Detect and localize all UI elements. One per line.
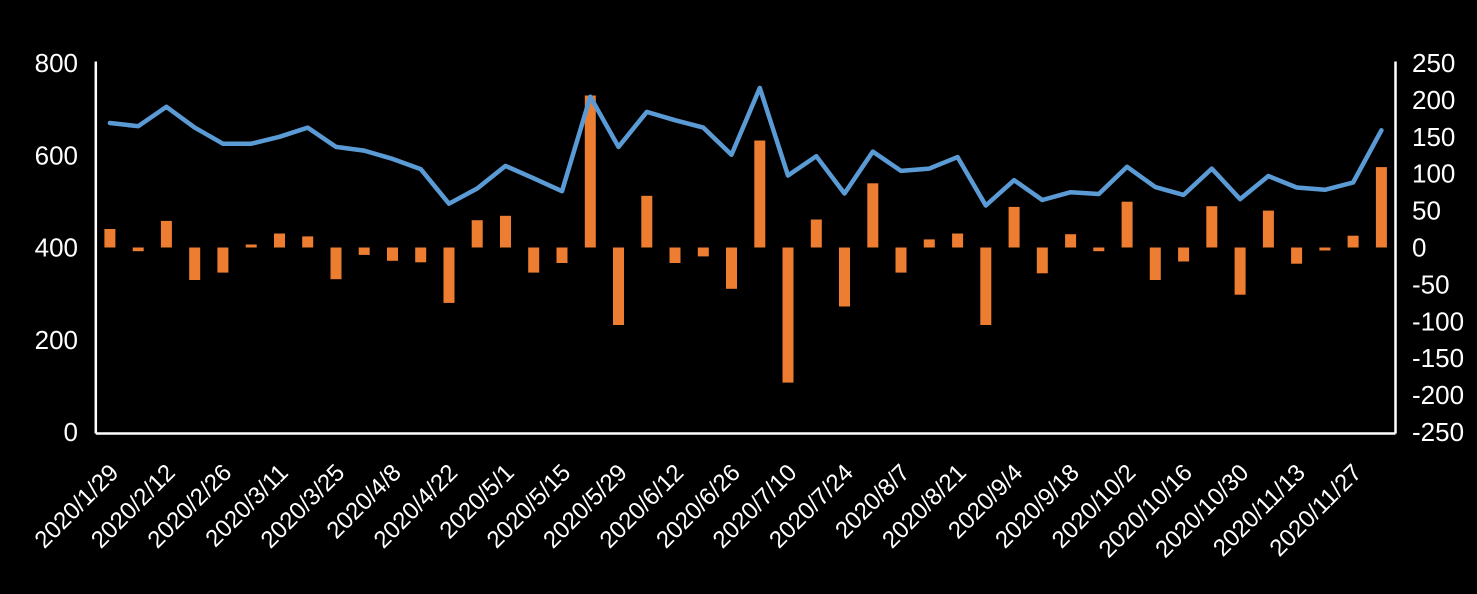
bar (160, 220, 172, 248)
right-axis-tick-label: 100 (1412, 159, 1455, 189)
right-axis-tick-label: -150 (1412, 343, 1464, 373)
bar (1178, 247, 1190, 262)
bar (189, 247, 201, 280)
bar (217, 247, 229, 273)
bar (556, 247, 568, 263)
bar (669, 247, 681, 263)
bar (274, 233, 285, 248)
bar (330, 247, 342, 280)
left-axis-tick-label: 200 (35, 325, 78, 355)
bar (1234, 247, 1246, 295)
bar (1262, 210, 1274, 248)
right-axis-tick-label: 50 (1412, 196, 1441, 226)
right-axis-tick-label: 250 (1412, 48, 1455, 78)
bar (443, 247, 455, 303)
bar (867, 183, 879, 248)
bar (895, 247, 907, 273)
left-axis-tick-label: 600 (35, 140, 78, 170)
bar (132, 247, 144, 252)
bar (839, 247, 850, 307)
bar (1008, 206, 1020, 248)
left-axis-tick-label: 400 (35, 233, 78, 263)
bar (528, 247, 540, 273)
right-axis-tick-label: 0 (1412, 233, 1426, 263)
bar (726, 247, 737, 289)
right-axis-tick-label: 200 (1412, 85, 1455, 115)
bar (245, 244, 257, 248)
bar (415, 247, 427, 263)
bar (584, 95, 596, 248)
right-axis-tick-label: -50 (1412, 269, 1450, 299)
bar (1093, 247, 1105, 252)
left-axis-tick-label: 800 (35, 48, 78, 78)
bar (1036, 247, 1048, 274)
bar (980, 247, 992, 325)
bar (782, 247, 794, 383)
bar (302, 236, 314, 248)
bar (697, 247, 709, 257)
bar (923, 239, 935, 248)
right-axis-tick-label: 150 (1412, 122, 1455, 152)
bar (1206, 206, 1218, 248)
right-axis-tick-label: -100 (1412, 306, 1464, 336)
bar (104, 229, 116, 248)
bar (358, 247, 370, 255)
bar (952, 233, 964, 248)
bar-series (104, 95, 1387, 383)
bar (810, 219, 822, 248)
left-axis-tick-label: 0 (64, 417, 78, 447)
bar (1319, 247, 1331, 251)
bar (1065, 234, 1077, 248)
right-axis-tick-label: -250 (1412, 417, 1464, 447)
bar (1375, 167, 1387, 248)
bar (471, 220, 483, 248)
right-axis-tick-label: -200 (1412, 380, 1464, 410)
bar (613, 247, 624, 325)
bar (641, 195, 653, 248)
bar (1291, 247, 1303, 264)
bar (1149, 247, 1161, 280)
bar (754, 140, 766, 248)
bar (500, 215, 511, 248)
bar (387, 247, 398, 261)
line-series (107, 85, 1384, 208)
bar (1121, 201, 1133, 248)
bar (1347, 235, 1359, 248)
